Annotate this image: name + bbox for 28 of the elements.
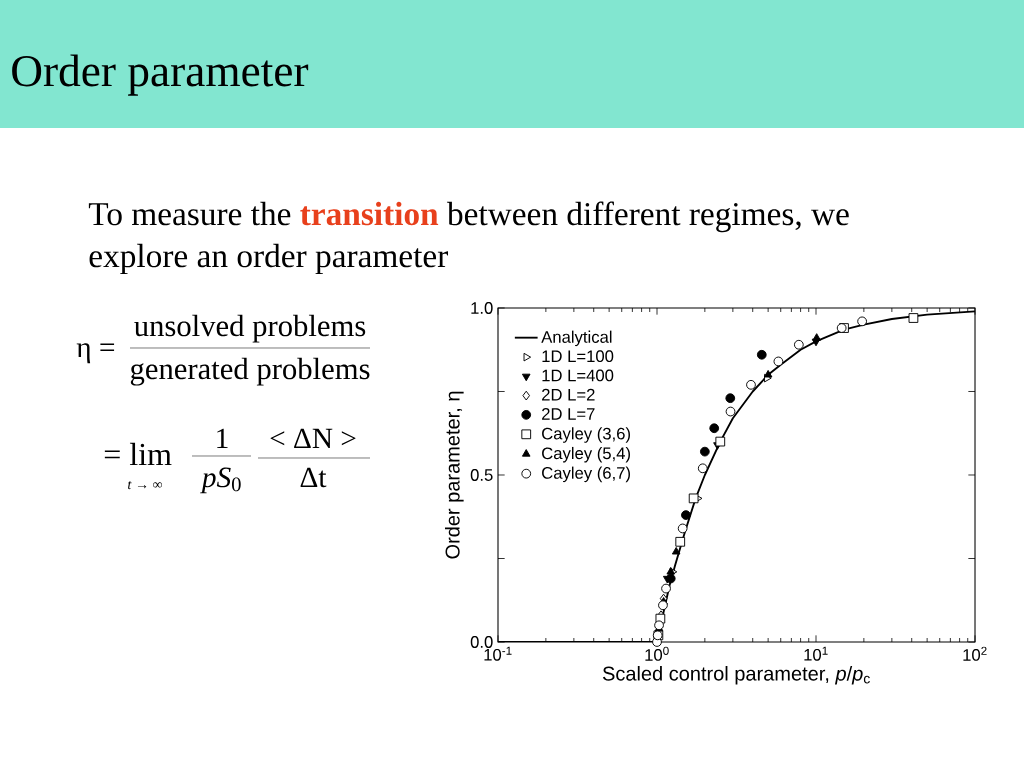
legend-label: Cayley (6,7) [542,466,630,483]
chart-title: Order parameter [12,54,309,96]
text: η = [76,343,115,364]
x-tick-label: 10$^{0}$ [645,646,669,661]
legend-label: Cayley (5,4) [542,446,630,463]
text: t → ∞ [128,481,163,490]
y-axis-title: Order parameter, η [444,391,464,559]
text: generated problems [130,357,370,386]
text: 1 [217,428,228,448]
legend-label: Cayley (3,6) [542,427,630,443]
text: = lim [104,442,172,465]
y-tick-label: 0.0 [470,636,493,648]
x-tick-label: 10$^{-1}$ [484,646,512,661]
x-tick-label: 10$^{2}$ [963,646,987,661]
x-axis-title: Scaled control parameter, p/p$_{c}$ [602,665,870,685]
text: To measure the transition between different regimes, we explore an order parameter [88,201,849,275]
text: unsolved problems [134,314,366,343]
legend-label: 2D L=7 [542,408,595,420]
x-tick-label: 10$^{1}$ [804,646,828,661]
y-tick-label: 1.0 [471,302,493,314]
legend-label: Analytical [541,330,612,347]
y-tick-label: 0.5 [470,469,493,481]
legend-label: 1D L=400 [542,369,614,382]
text: pS$_{0}$ [200,467,241,494]
text: < ΔN > [270,428,356,448]
text: Δt [300,467,327,488]
legend-label: 2D L=2 [542,388,595,401]
legend-label: 1D L=100 [542,350,614,363]
